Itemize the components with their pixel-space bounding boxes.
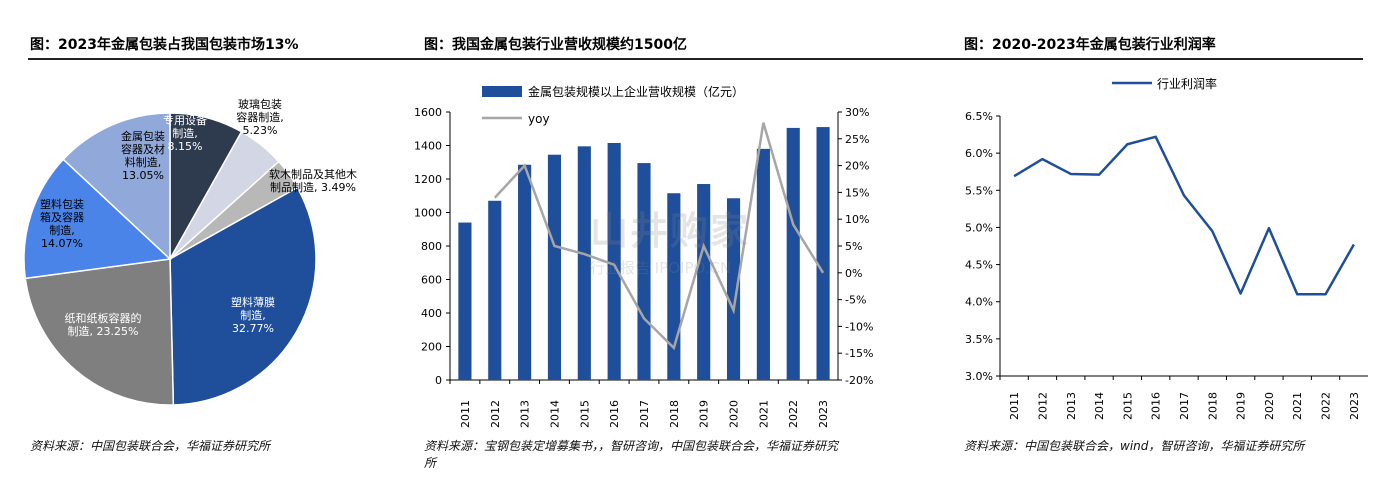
x-tick-label-2015: 2015 — [578, 400, 591, 428]
x-tick-label-2016: 2016 — [1150, 392, 1163, 420]
x-tick-label-2013: 2013 — [519, 400, 532, 428]
bar-chart-title: 图：我国金属包装行业营收规模约1500亿 — [424, 37, 687, 53]
legend-bar-label: 金属包装规模以上企业营收规模（亿元） — [528, 84, 744, 99]
pie-slice-label-3: 塑料薄膜制造, 32.77% — [231, 295, 275, 335]
right-tick-label-0: -20% — [845, 374, 873, 387]
profit-line — [1013, 135, 1355, 296]
bar-2018 — [667, 193, 681, 380]
legend-label: 行业利润率 — [1157, 76, 1217, 91]
pie-slice-3 — [169, 186, 317, 406]
right-tick-label-6: 10% — [845, 213, 869, 226]
bar-2023 — [816, 127, 830, 380]
bar-2011 — [458, 222, 472, 380]
left-tick-label-4: 800 — [421, 240, 442, 253]
x-tick-label-2019: 2019 — [1235, 392, 1248, 420]
right-tick-label-1: -15% — [845, 347, 873, 360]
bar-2012 — [488, 200, 502, 380]
left-tick-label-1: 200 — [421, 341, 442, 354]
pie-slice-6 — [62, 112, 171, 261]
x-tick-label-2018: 2018 — [1206, 392, 1219, 420]
pie-chart-title: 图：2023年金属包装占我国包装市场13% — [30, 37, 299, 53]
x-tick-label-2019: 2019 — [698, 400, 711, 428]
x-tick-label-2022: 2022 — [1320, 392, 1333, 420]
pie-slice-label-6: 金属包装容器及材料制造, 13.05% — [121, 129, 165, 182]
left-tick-label-8: 1600 — [414, 106, 442, 119]
x-tick-label-2023: 2023 — [817, 400, 830, 428]
right-tick-label-4: 0% — [845, 267, 862, 280]
y-tick-label-4: 5.0% — [965, 221, 993, 234]
x-tick-label-2011: 2011 — [1008, 392, 1021, 420]
x-tick-label-2012: 2012 — [1036, 392, 1049, 420]
pie-slice-label-5: 塑料包装箱及容器制造, 14.07% — [40, 197, 84, 250]
x-tick-label-2017: 2017 — [1178, 392, 1191, 420]
x-tick-label-2012: 2012 — [489, 400, 502, 428]
x-tick-label-2016: 2016 — [608, 400, 621, 428]
y-tick-label-3: 4.5% — [965, 259, 993, 272]
x-tick-label-2017: 2017 — [638, 400, 651, 428]
line-chart-title: 图：2020-2023年金属包装行业利润率 — [964, 37, 1216, 53]
bar-2016 — [607, 142, 621, 380]
x-tick-label-2014: 2014 — [1093, 392, 1106, 420]
left-tick-label-2: 400 — [421, 307, 442, 320]
pie-slice-label-2: 软木制品及其他木制品制造, 3.49% — [269, 167, 357, 194]
x-tick-label-2022: 2022 — [787, 400, 800, 428]
y-tick-label-2: 4.0% — [965, 296, 993, 309]
y-tick-label-5: 5.5% — [965, 184, 993, 197]
bar-2021 — [756, 148, 770, 380]
line-chart-source: 资料来源：中国包装联合会，wind，智研咨询，华福证券研究所 — [964, 439, 1305, 453]
left-tick-label-7: 1400 — [414, 140, 442, 153]
y-tick-label-1: 3.5% — [965, 333, 993, 346]
bar-2020 — [726, 198, 741, 380]
y-tick-label-0: 3.0% — [965, 370, 993, 383]
pie-chart: 专用设备制造, 8.15% 玻璃包装容器制造, 5.23% 软木制品及其他木制品制造, … — [23, 97, 357, 406]
bar-2017 — [637, 163, 651, 380]
pie-slice-label-4: 纸和纸板容器的制造, 23.25% — [65, 311, 142, 338]
pie-slice-5 — [23, 158, 172, 280]
x-tick-label-2018: 2018 — [668, 400, 681, 428]
title-divider — [28, 58, 1363, 60]
bar-line-chart: 0 200 400 600 800 1000 1200 1400 1600 -20% -15% -10… — [414, 84, 873, 428]
yoy-line — [493, 122, 825, 351]
y-tick-label-7: 6.5% — [965, 110, 993, 123]
pie-slice-label-1: 玻璃包装容器制造, 5.23% — [236, 97, 284, 137]
right-tick-label-3: -5% — [845, 294, 866, 307]
bar-chart-source: 资料来源：宝钢包装定增募集书，，智研咨询，中国包装联合会，华福证券研究所 — [424, 439, 839, 470]
x-tick-label-2020: 2020 — [1263, 392, 1276, 420]
x-tick-label-2014: 2014 — [548, 400, 561, 428]
left-tick-label-3: 600 — [421, 274, 442, 287]
bar-2019 — [697, 184, 711, 380]
x-tick-label-2021: 2021 — [757, 400, 770, 428]
legend-line-label: yoy — [528, 112, 550, 126]
left-tick-label-6: 1200 — [414, 173, 442, 186]
pie-slice-4 — [24, 258, 175, 406]
right-tick-label-10: 30% — [845, 106, 869, 119]
profit-margin-chart: 3.0% 3.5% 4.0% 4.5% 5.0% 5.5% 6.0% 6.5% 2011 2012… — [965, 76, 1368, 420]
left-tick-label-0: 0 — [435, 374, 442, 387]
x-tick-label-2023: 2023 — [1348, 392, 1361, 420]
right-tick-label-7: 15% — [845, 186, 869, 199]
x-tick-label-2015: 2015 — [1121, 392, 1134, 420]
right-tick-label-8: 20% — [845, 160, 869, 173]
x-tick-label-2021: 2021 — [1291, 392, 1304, 420]
left-tick-label-5: 1000 — [414, 207, 442, 220]
x-tick-label-2013: 2013 — [1065, 392, 1078, 420]
y-tick-label-6: 6.0% — [965, 147, 993, 160]
legend-bar-swatch — [482, 86, 522, 97]
right-tick-label-5: 5% — [845, 240, 862, 253]
pie-slice-label-0: 专用设备制造, 8.15% — [163, 113, 207, 153]
x-tick-label-2020: 2020 — [728, 400, 741, 428]
bar-2013 — [518, 164, 532, 380]
right-tick-label-2: -10% — [845, 320, 873, 333]
bar-2014 — [547, 154, 562, 380]
pie-chart-source: 资料来源：中国包装联合会，华福证券研究所 — [30, 439, 271, 453]
bar-2015 — [577, 146, 591, 380]
x-tick-label-2011: 2011 — [459, 400, 472, 428]
right-tick-label-9: 25% — [845, 133, 869, 146]
bar-2022 — [786, 127, 800, 380]
